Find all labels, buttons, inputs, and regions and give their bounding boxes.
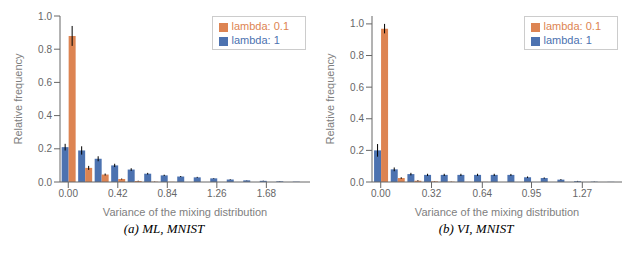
svg-text:Relative frequency: Relative frequency: [12, 53, 24, 145]
html-text:lambda: 0.1: lambda: 0.1: [543, 20, 601, 32]
svg-text:Variance of the mixing distrib: Variance of the mixing distribution: [103, 206, 267, 218]
svg-text:Variance of the mixing distrib: Variance of the mixing distribution: [415, 206, 579, 218]
html-text:lambda: 1: lambda: 1: [543, 34, 592, 46]
svg-text:1.0: 1.0: [38, 11, 52, 22]
svg-text:0.4: 0.4: [350, 113, 364, 124]
html-text:(a) ML, MNIST: (a) ML, MNIST: [123, 221, 205, 236]
svg-text:1.68: 1.68: [257, 188, 277, 199]
svg-text:0.6: 0.6: [350, 82, 364, 93]
svg-text:0.84: 0.84: [158, 188, 178, 199]
svg-text:0.00: 0.00: [59, 188, 79, 199]
html-text:(b) VI, MNIST: (b) VI, MNIST: [438, 221, 514, 236]
html-text:lambda: 1: lambda: 1: [231, 34, 280, 46]
svg-text:1.26: 1.26: [207, 188, 227, 199]
svg-text:0.42: 0.42: [108, 188, 128, 199]
html-text:lambda: 0.1: lambda: 0.1: [231, 20, 289, 32]
svg-text:0.4: 0.4: [38, 110, 52, 121]
svg-text:0.8: 0.8: [350, 50, 364, 61]
svg-text:0.2: 0.2: [38, 143, 52, 154]
svg-text:0.95: 0.95: [522, 188, 542, 199]
svg-text:Relative frequency: Relative frequency: [324, 53, 336, 145]
svg-text:0.8: 0.8: [38, 44, 52, 55]
svg-text:1.27: 1.27: [573, 188, 593, 199]
svg-text:0.00: 0.00: [371, 188, 391, 199]
svg-text:1.0: 1.0: [350, 18, 364, 29]
svg-text:0.6: 0.6: [38, 77, 52, 88]
svg-text:0.0: 0.0: [38, 177, 52, 188]
svg-text:0.32: 0.32: [422, 188, 442, 199]
svg-text:0.64: 0.64: [473, 188, 493, 199]
svg-text:0.2: 0.2: [350, 145, 364, 156]
svg-text:0.0: 0.0: [350, 177, 364, 188]
